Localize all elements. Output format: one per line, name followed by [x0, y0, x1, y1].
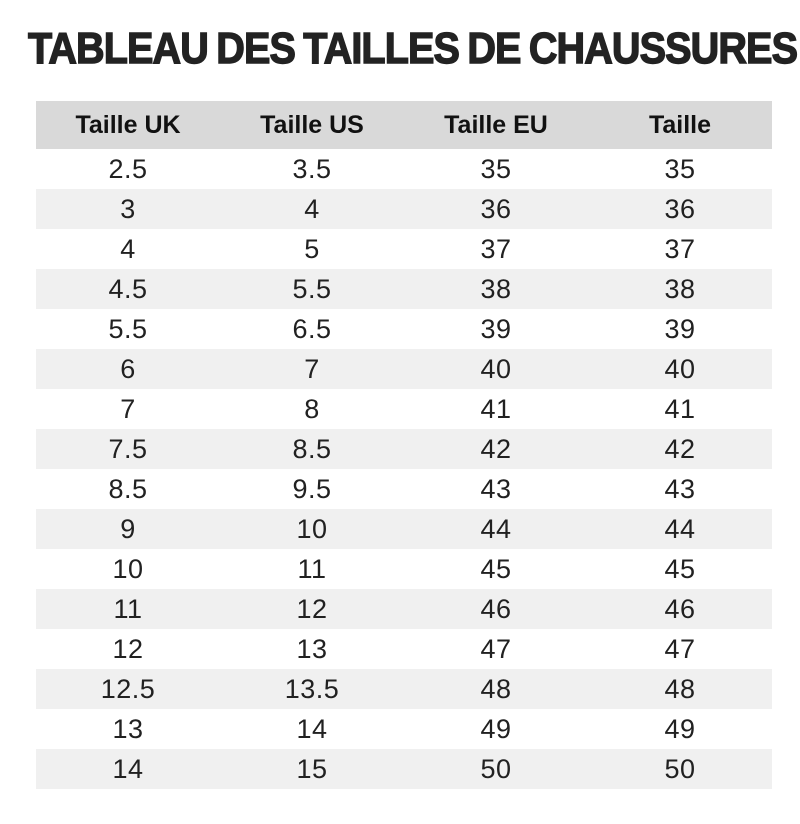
size-cell: 8.5 — [108, 473, 148, 504]
table-row: 14 15 50 50 — [36, 749, 772, 790]
size-cell: 9 — [36, 509, 220, 550]
size-cell: 36 — [404, 189, 588, 230]
size-cell: 41 — [664, 393, 696, 424]
table-row: 12 13 47 47 — [36, 629, 772, 669]
size-cell: 42 — [588, 429, 772, 470]
size-cell: 36 — [588, 189, 772, 230]
size-cell: 14 — [36, 749, 220, 790]
size-cell: 8.5 — [220, 429, 404, 470]
table-row: 3 4 36 36 — [36, 189, 772, 230]
size-cell: 13.5 — [220, 669, 404, 710]
size-cell: 44 — [404, 509, 588, 550]
size-cell: 2.5 — [108, 153, 148, 184]
size-cell: 13 — [296, 633, 328, 664]
size-cell: 37 — [480, 233, 512, 264]
size-cell: 12 — [220, 589, 404, 630]
size-cell: 10 — [112, 553, 144, 584]
table-row: 2.5 3.5 35 35 — [36, 149, 772, 189]
size-chart-page: TABLEAU DES TAILLES DE CHAUSSURES Taille… — [0, 23, 800, 824]
size-cell: 41 — [480, 393, 512, 424]
size-cell: 44 — [588, 509, 772, 550]
size-cell: 42 — [404, 429, 588, 470]
column-header-taille-uk: Taille UK — [36, 101, 220, 150]
size-cell: 12.5 — [36, 669, 220, 710]
size-cell: 14 — [296, 713, 328, 744]
table-row: 7 8 41 41 — [36, 389, 772, 429]
table-head: Taille UK Taille US Taille EU Taille — [36, 101, 772, 150]
size-table: Taille UK Taille US Taille EU Taille 2.5 3.5… — [36, 101, 772, 790]
table-row: 4.5 5.5 38 38 — [36, 269, 772, 310]
column-header-taille-us: Taille US — [220, 101, 404, 150]
size-cell: 13 — [112, 713, 144, 744]
size-cell: 11 — [36, 589, 220, 630]
size-cell: 49 — [480, 713, 512, 744]
size-cell: 5.5 — [108, 313, 148, 344]
page-title: TABLEAU DES TAILLES DE CHAUSSURES — [27, 23, 798, 73]
table-row: 7.5 8.5 42 42 — [36, 429, 772, 470]
size-cell: 45 — [480, 553, 512, 584]
size-cell: 43 — [664, 473, 696, 504]
table-body: 2.5 3.5 35 35 3 4 36 36 4 5 37 37 4.5 5.5 38 38 5.5 6.5 39… — [36, 149, 772, 790]
size-cell: 7.5 — [36, 429, 220, 470]
table-row: 12.5 13.5 48 48 — [36, 669, 772, 710]
table-row: 9 10 44 44 — [36, 509, 772, 550]
size-cell: 10 — [220, 509, 404, 550]
column-header-taille: Taille — [588, 101, 772, 150]
column-header-taille-eu: Taille EU — [404, 101, 588, 150]
size-cell: 8 — [304, 393, 320, 424]
size-cell: 9.5 — [292, 473, 332, 504]
size-cell: 47 — [480, 633, 512, 664]
size-cell: 37 — [664, 233, 696, 264]
size-cell: 50 — [588, 749, 772, 790]
size-cell: 7 — [120, 393, 136, 424]
size-cell: 43 — [480, 473, 512, 504]
size-cell: 4 — [120, 233, 136, 264]
size-cell: 6.5 — [292, 313, 332, 344]
size-cell: 38 — [588, 269, 772, 310]
size-cell: 48 — [588, 669, 772, 710]
size-cell: 3.5 — [292, 153, 332, 184]
size-cell: 46 — [404, 589, 588, 630]
size-cell: 40 — [588, 349, 772, 390]
size-cell: 39 — [664, 313, 696, 344]
size-cell: 35 — [480, 153, 512, 184]
table-row: 11 12 46 46 — [36, 589, 772, 630]
size-cell: 46 — [588, 589, 772, 630]
table-row: 10 11 45 45 — [36, 549, 772, 589]
size-cell: 35 — [664, 153, 696, 184]
table-row: 5.5 6.5 39 39 — [36, 309, 772, 349]
size-cell: 49 — [664, 713, 696, 744]
size-cell: 39 — [480, 313, 512, 344]
table-row: 8.5 9.5 43 43 — [36, 469, 772, 509]
size-cell: 5 — [304, 233, 320, 264]
size-cell: 40 — [404, 349, 588, 390]
size-cell: 11 — [297, 553, 327, 584]
size-cell: 4.5 — [36, 269, 220, 310]
size-cell: 50 — [404, 749, 588, 790]
table-header-row: Taille UK Taille US Taille EU Taille — [36, 101, 772, 150]
size-cell: 47 — [664, 633, 696, 664]
size-cell: 3 — [36, 189, 220, 230]
size-cell: 5.5 — [220, 269, 404, 310]
size-cell: 4 — [220, 189, 404, 230]
size-cell: 45 — [664, 553, 696, 584]
table-row: 13 14 49 49 — [36, 709, 772, 749]
size-cell: 6 — [36, 349, 220, 390]
table-row: 4 5 37 37 — [36, 229, 772, 269]
table-row: 6 7 40 40 — [36, 349, 772, 390]
size-cell: 7 — [220, 349, 404, 390]
size-cell: 12 — [112, 633, 144, 664]
size-cell: 15 — [220, 749, 404, 790]
size-cell: 48 — [404, 669, 588, 710]
size-cell: 38 — [404, 269, 588, 310]
